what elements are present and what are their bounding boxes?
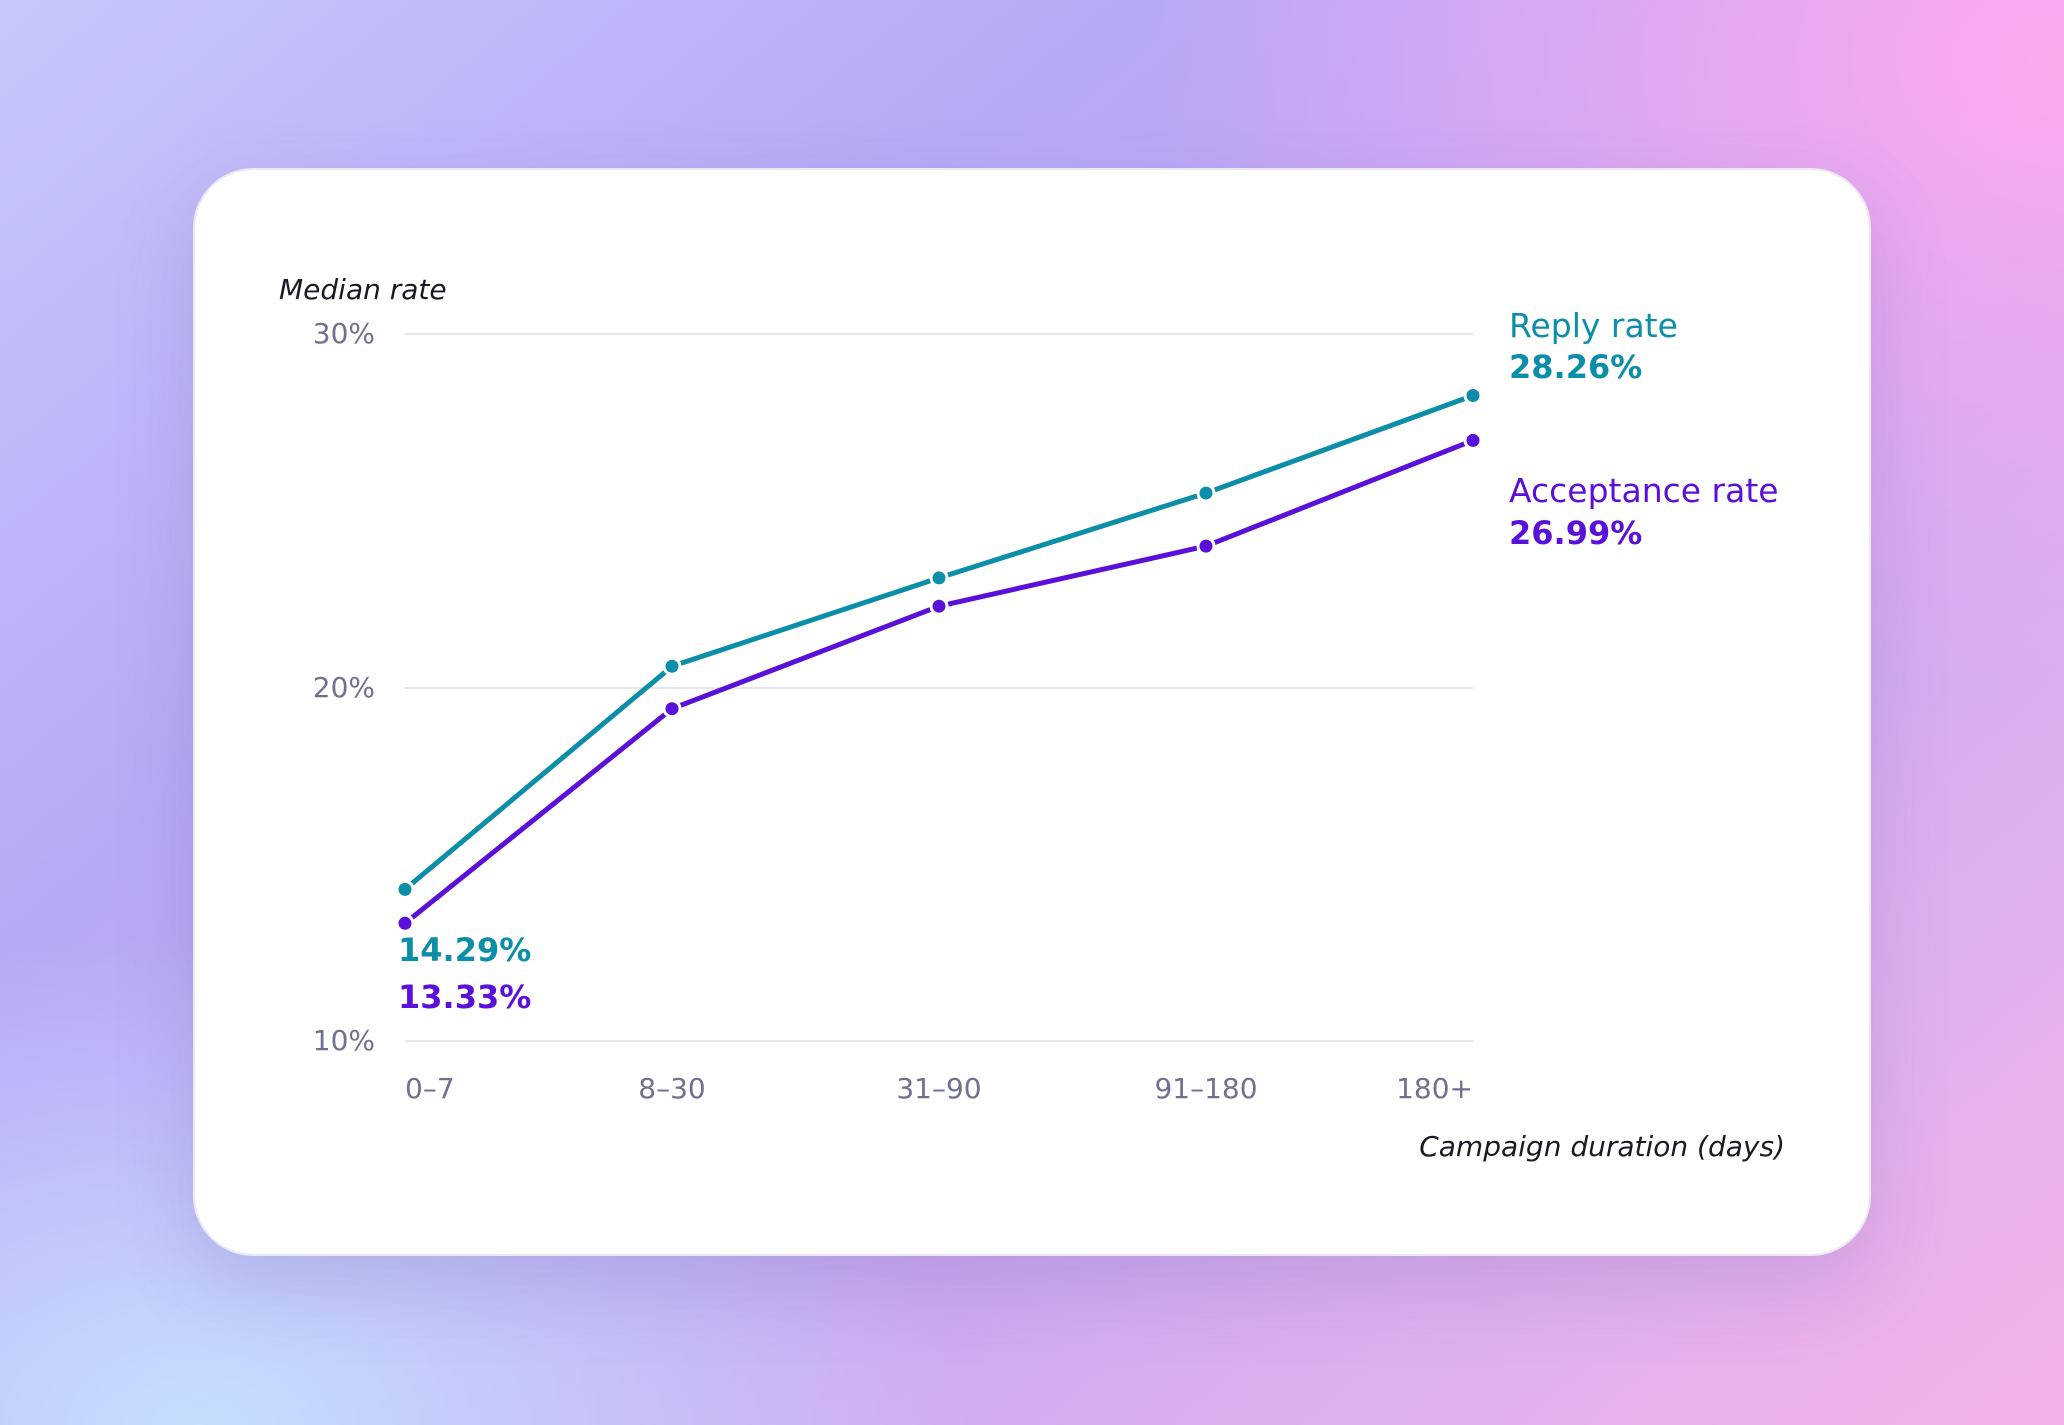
data-point: [1463, 430, 1483, 450]
reply-rate-start-value: 14.29%: [398, 931, 531, 969]
x-tick-label: 8–30: [638, 1072, 705, 1105]
x-tick-label: 0–7: [405, 1072, 455, 1105]
y-ticks: 30% 20% 10%: [313, 317, 375, 1057]
grid-lines: [405, 333, 1473, 1042]
data-point: [662, 699, 682, 719]
acceptance-rate-start-value: 13.33%: [398, 978, 531, 1016]
x-tick-label: 91–180: [1154, 1072, 1257, 1105]
data-point: [662, 656, 682, 676]
acceptance-rate-name: Acceptance rate: [1509, 471, 1779, 510]
x-tick-label: 180+: [1396, 1072, 1473, 1105]
y-tick-label: 20%: [313, 671, 375, 704]
data-point: [395, 879, 415, 899]
reply-rate-end-value: 28.26%: [1509, 348, 1642, 386]
chart-card: [193, 168, 1871, 1256]
series-layer: [395, 386, 1483, 933]
data-point: [1196, 483, 1216, 503]
acceptance-rate-end-value: 26.99%: [1509, 514, 1642, 552]
data-point: [395, 913, 415, 933]
series-line-0: [402, 393, 1476, 892]
reply-rate-name: Reply rate: [1509, 306, 1678, 345]
y-tick-label: 30%: [313, 317, 375, 350]
data-point: [929, 568, 949, 588]
x-tick-label: 31–90: [896, 1072, 981, 1105]
data-point: [929, 596, 949, 616]
y-tick-label: 10%: [313, 1024, 375, 1057]
x-ticks: 0–7 8–30 31–90 91–180 180+: [405, 1072, 1473, 1105]
series-labels: Reply rate 28.26% Acceptance rate 26.99%…: [398, 306, 1779, 1016]
x-axis-title: Campaign duration (days): [1419, 1130, 1785, 1163]
data-point: [1463, 386, 1483, 406]
series-line-1: [402, 437, 1476, 926]
y-axis-title: Median rate: [279, 273, 447, 306]
data-point: [1196, 536, 1216, 556]
